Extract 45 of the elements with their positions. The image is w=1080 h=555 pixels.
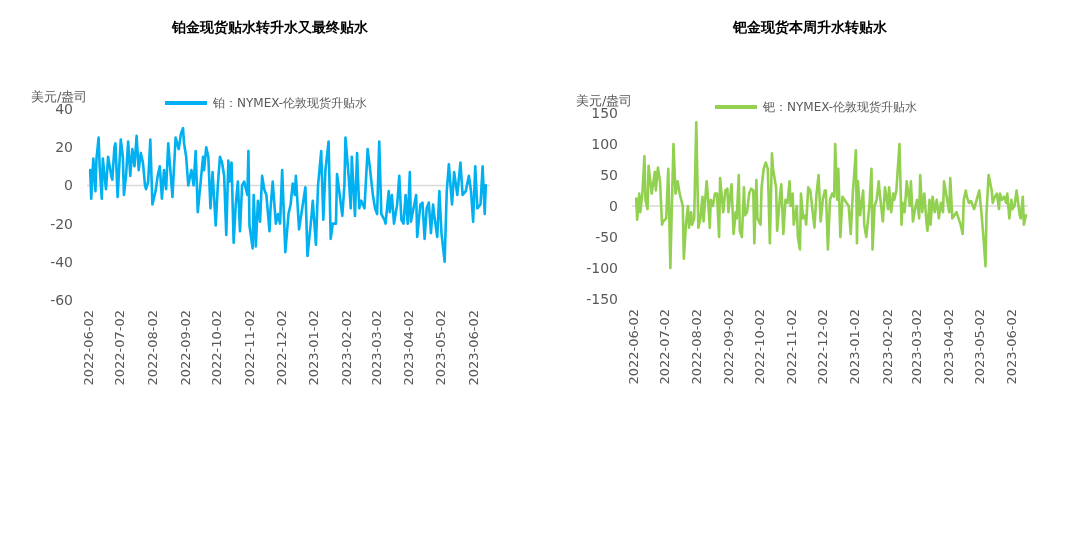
y-tick-label: -60 [50,291,73,308]
y-axis-title: 美元/盎司 [576,93,633,108]
y-tick-label: -50 [595,228,618,245]
y-tick-label: 20 [55,139,73,156]
x-tick-label: 2022-09-02 [720,309,736,385]
x-tick-label: 2023-05-02 [432,310,448,386]
legend-label: 铂：NYMEX-伦敦现货升贴水 [212,96,368,111]
x-tick-label: 2022-12-02 [815,309,831,385]
x-tick-label: 2023-04-02 [401,310,417,386]
x-tick-label: 2022-09-02 [177,310,193,386]
y-tick-label: -100 [586,259,618,276]
chart-title: 钯金现货本周升水转贴水 [732,19,888,35]
x-tick-label: 2022-10-02 [752,309,768,385]
x-tick-label: 2022-10-02 [209,310,225,386]
x-tick-label: 2022-07-02 [112,310,128,386]
line-series [88,126,488,264]
x-tick-label: 2023-03-02 [908,309,924,385]
legend-label: 钯：NYMEX-伦敦现货升贴水 [762,100,918,115]
line-series [634,121,1028,270]
y-tick-label: 100 [591,135,618,152]
y-tick-label: -20 [50,215,73,232]
x-tick-label: 2023-06-02 [465,310,481,386]
y-tick-label: 0 [64,177,73,194]
y-tick-label: 50 [600,166,618,183]
x-tick-label: 2022-08-02 [688,309,704,385]
x-tick-label: 2023-03-02 [368,310,384,386]
x-tick-label: 2023-06-02 [1003,309,1019,385]
y-tick-label: -40 [50,253,73,270]
y-tick-label: 0 [609,197,618,214]
y-tick-label: -150 [586,290,618,307]
x-tick-label: 2022-06-02 [80,310,96,386]
x-tick-label: 2022-11-02 [242,310,258,386]
x-tick-label: 2022-08-02 [144,310,160,386]
y-axis-title: 美元/盎司 [31,89,88,104]
x-tick-label: 2023-02-02 [339,310,355,386]
x-tick-label: 2022-06-02 [625,309,641,385]
chart-title: 铂金现货贴水转升水又最终贴水 [171,19,369,35]
x-tick-label: 2023-05-02 [971,309,987,385]
x-tick-label: 2022-11-02 [784,309,800,385]
x-tick-label: 2022-07-02 [656,309,672,385]
x-tick-label: 2023-01-02 [306,310,322,386]
x-tick-label: 2022-12-02 [273,310,289,386]
x-tick-label: 2023-01-02 [847,309,863,385]
x-tick-label: 2023-02-02 [879,309,895,385]
x-tick-label: 2023-04-02 [940,309,956,385]
